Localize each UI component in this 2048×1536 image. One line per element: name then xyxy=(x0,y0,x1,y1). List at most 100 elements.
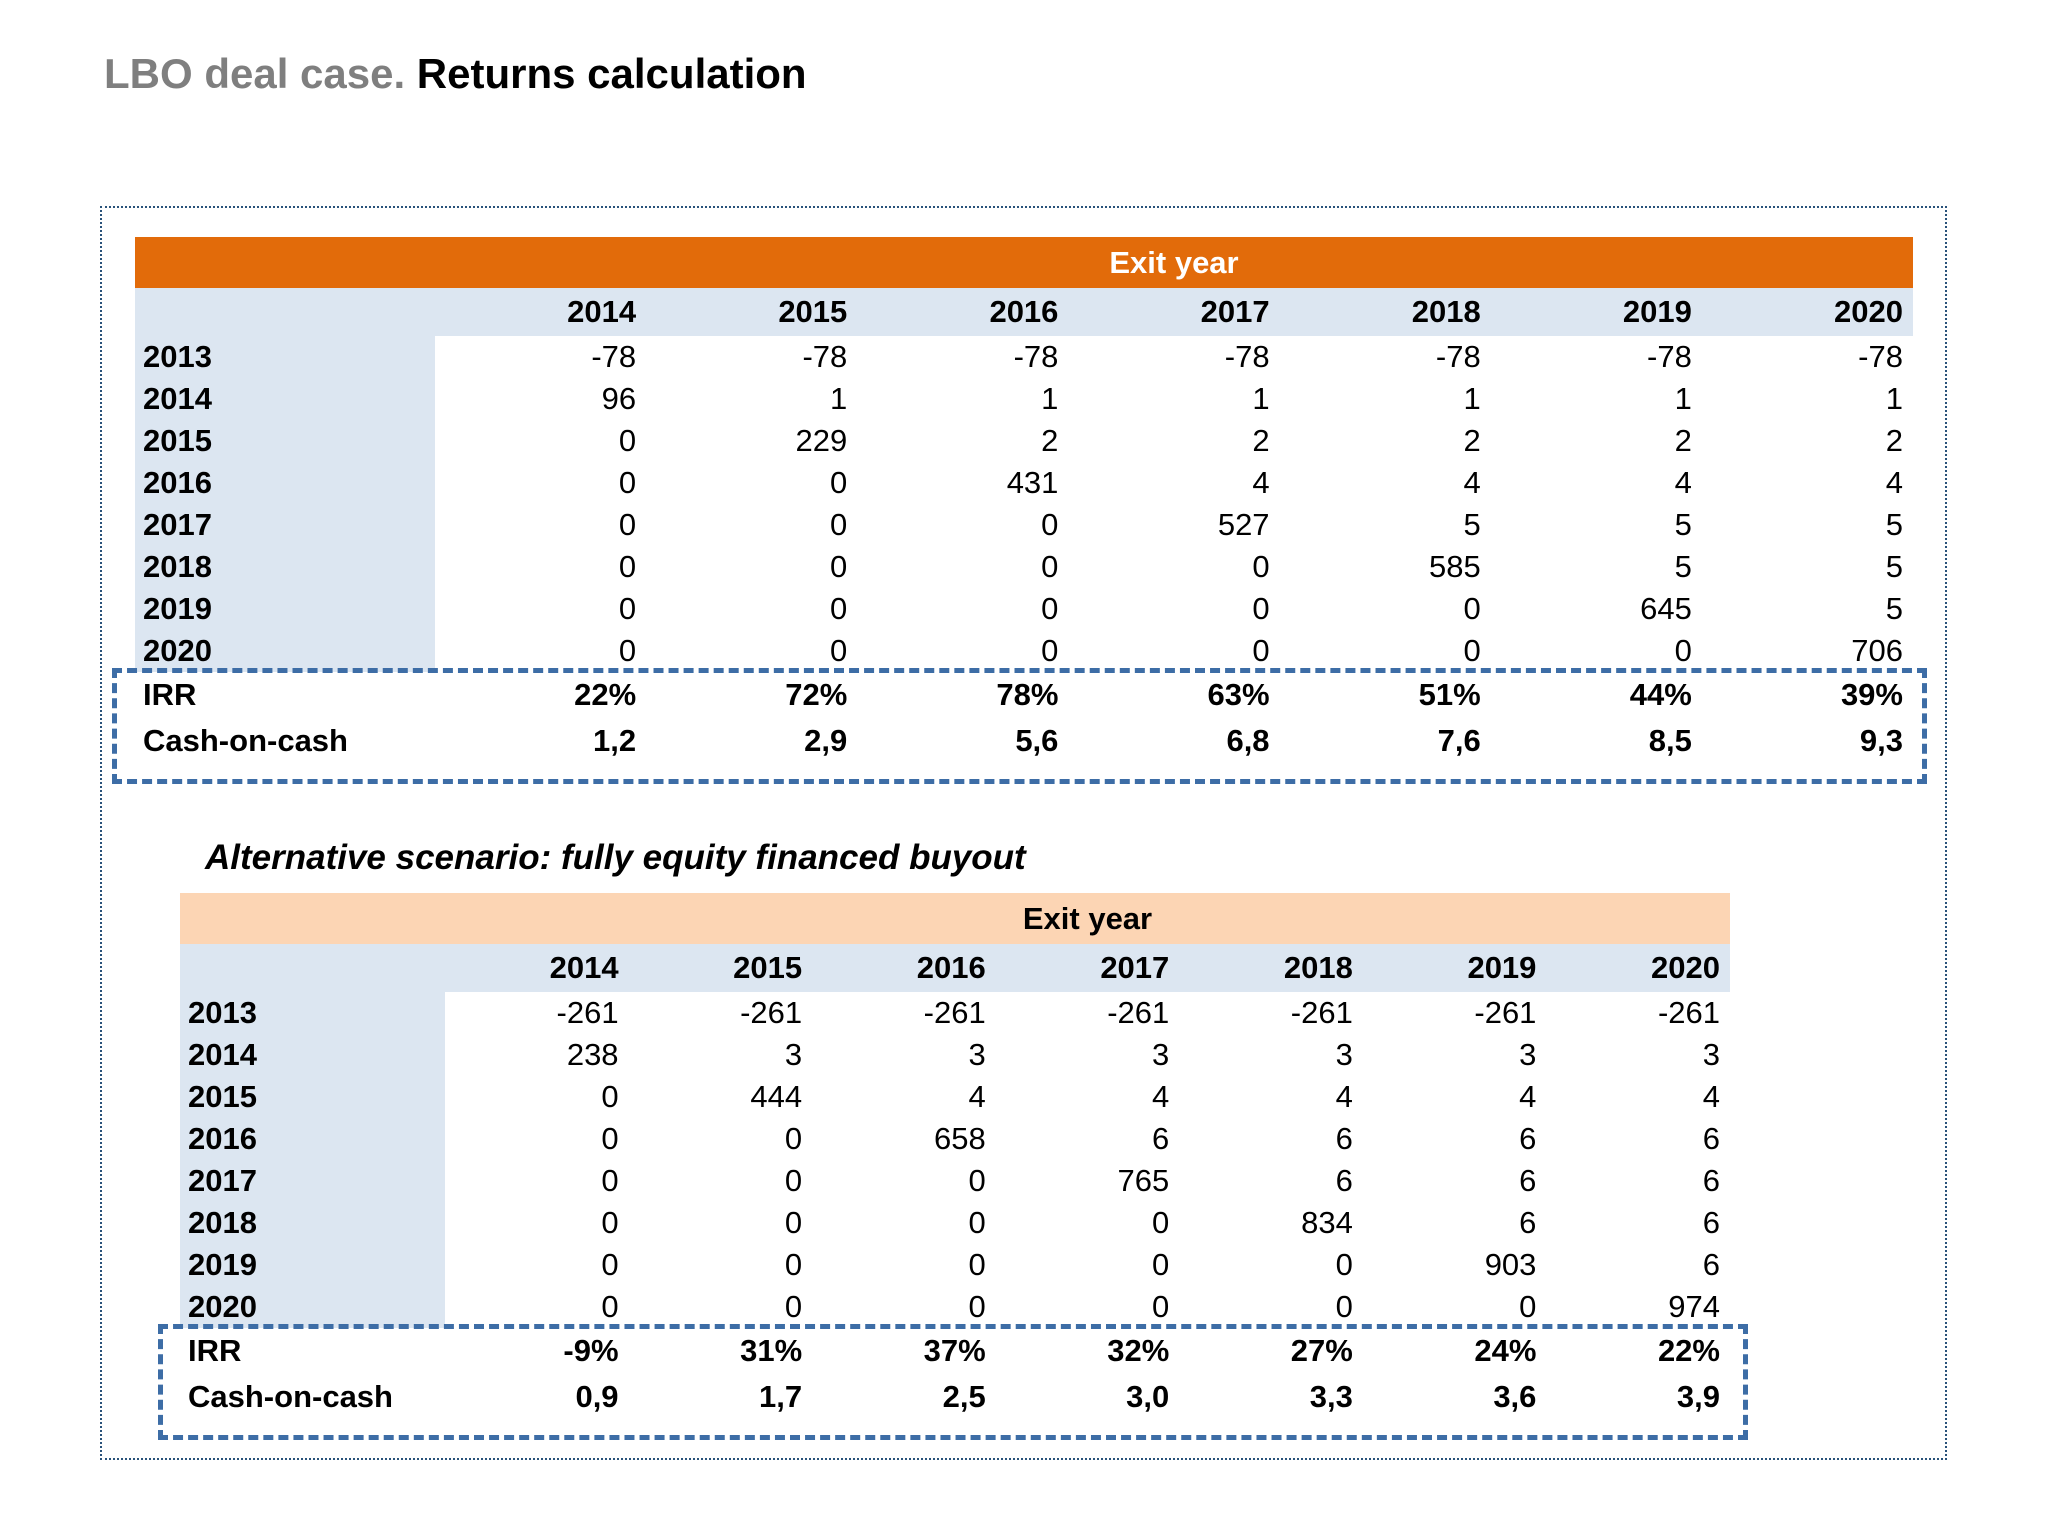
row-label: 2020 xyxy=(180,1286,445,1328)
value-cell: 0 xyxy=(618,507,637,542)
value-cell: 834 xyxy=(1301,1205,1353,1240)
value-cell: 0 xyxy=(968,1247,986,1282)
lbo-returns-table: Exit year 2014 2015 2016 2017 2018 2019 2020 20… xyxy=(135,237,1913,764)
row-label: 2018 xyxy=(135,546,435,588)
value-cell: 0 xyxy=(784,1163,803,1198)
value-cell: 6 xyxy=(1519,1163,1537,1198)
value-cell: 0 xyxy=(601,1289,619,1324)
value-cell: 4 xyxy=(1674,465,1692,500)
value-cell: 765 xyxy=(1117,1163,1170,1198)
row-label: 2013 xyxy=(135,336,435,378)
value-cell: 0 xyxy=(830,633,848,668)
year-column-header: 2020 xyxy=(1546,944,1730,992)
value-cell: 0 xyxy=(1252,633,1270,668)
summary-value-cell: 63% xyxy=(1207,677,1270,712)
value-cell: 0 xyxy=(618,423,637,458)
exit-year-label: Exit year xyxy=(1109,245,1239,280)
year-column-header: 2014 xyxy=(445,944,629,992)
value-cell: 0 xyxy=(1041,507,1059,542)
value-cell: 5 xyxy=(1463,507,1481,542)
value-cell: 0 xyxy=(1152,1247,1170,1282)
year-column-header: 2017 xyxy=(1068,288,1280,336)
summary-value-cell: 39% xyxy=(1840,677,1903,712)
value-cell: 1 xyxy=(1252,381,1270,416)
value-cell: 6 xyxy=(1702,1121,1720,1156)
year-column-header: 2014 xyxy=(435,288,647,336)
value-cell: 658 xyxy=(933,1121,986,1156)
value-cell: 0 xyxy=(830,507,848,542)
value-cell: 0 xyxy=(618,549,637,584)
value-cell: 0 xyxy=(830,465,848,500)
page-title-prefix: LBO deal case. xyxy=(104,50,406,97)
value-cell: 3 xyxy=(1335,1037,1353,1072)
value-cell: 4 xyxy=(1702,1079,1720,1114)
value-cell: 3 xyxy=(1152,1037,1170,1072)
summary-row-label: Cash-on-cash xyxy=(143,723,348,758)
summary-value-cell: 3,6 xyxy=(1493,1379,1537,1414)
summary-value-cell: 1,2 xyxy=(593,723,637,758)
row-label: 2020 xyxy=(135,630,435,672)
value-cell: 431 xyxy=(1006,465,1059,500)
equity-returns-table: Exit year 2014 2015 2016 2017 2018 2019 2020 20… xyxy=(180,893,1730,1420)
summary-row-label: Cash-on-cash xyxy=(188,1379,393,1414)
equity-returns-grid: 2014 2015 2016 2017 2018 2019 2020 2013 -261 -261… xyxy=(180,944,1730,1420)
value-cell: 6 xyxy=(1702,1247,1720,1282)
summary-value-cell: 3,3 xyxy=(1309,1379,1353,1414)
value-cell: 0 xyxy=(1463,633,1481,668)
value-cell: 0 xyxy=(1041,591,1059,626)
value-cell: 6 xyxy=(1702,1205,1720,1240)
summary-row-label: IRR xyxy=(143,677,197,712)
value-cell: -261 xyxy=(556,995,619,1030)
exit-year-header-bar-2: Exit year xyxy=(180,893,1730,944)
value-cell: 527 xyxy=(1217,507,1270,542)
value-cell: 3 xyxy=(784,1037,803,1072)
value-cell: 3 xyxy=(1702,1037,1720,1072)
value-cell: 4 xyxy=(968,1079,986,1114)
year-column-header: 2015 xyxy=(628,944,813,992)
row-label: 2015 xyxy=(135,420,435,462)
alternative-scenario-title: Alternative scenario: fully equity finan… xyxy=(205,838,1026,877)
value-cell: -78 xyxy=(1435,339,1481,374)
value-cell: 0 xyxy=(1152,1289,1170,1324)
value-cell: 444 xyxy=(750,1079,803,1114)
year-column-header: 2016 xyxy=(857,288,1069,336)
value-cell: -261 xyxy=(740,995,803,1030)
slide-content-border xyxy=(100,206,1947,1460)
year-column-header: 2015 xyxy=(646,288,858,336)
value-cell: 0 xyxy=(784,1247,803,1282)
summary-value-cell: 0,9 xyxy=(575,1379,619,1414)
value-cell: 706 xyxy=(1851,633,1903,668)
value-cell: 2 xyxy=(1674,423,1692,458)
value-cell: 585 xyxy=(1428,549,1481,584)
value-cell: 0 xyxy=(1674,633,1692,668)
summary-value-cell: 2,5 xyxy=(942,1379,986,1414)
value-cell: 0 xyxy=(601,1163,619,1198)
value-cell: -261 xyxy=(923,995,986,1030)
corner-cell xyxy=(180,944,445,992)
year-column-header: 2018 xyxy=(1179,944,1363,992)
value-cell: 6 xyxy=(1335,1121,1353,1156)
irr-highlight-box xyxy=(112,668,1927,784)
value-cell: -78 xyxy=(591,339,637,374)
value-cell: 0 xyxy=(1152,1205,1170,1240)
value-cell: 4 xyxy=(1463,465,1481,500)
summary-value-cell: 3,9 xyxy=(1676,1379,1720,1414)
row-label: 2019 xyxy=(180,1244,445,1286)
summary-value-cell: 37% xyxy=(923,1333,986,1368)
value-cell: 903 xyxy=(1484,1247,1537,1282)
value-cell: 6 xyxy=(1519,1205,1537,1240)
value-cell: 0 xyxy=(618,465,637,500)
value-cell: 0 xyxy=(784,1121,803,1156)
value-cell: 6 xyxy=(1335,1163,1353,1198)
page-title-main: Returns calculation xyxy=(405,50,807,97)
value-cell: 645 xyxy=(1640,591,1692,626)
summary-value-cell: -9% xyxy=(563,1333,619,1368)
value-cell: -78 xyxy=(1013,339,1059,374)
summary-value-cell: 5,6 xyxy=(1015,723,1059,758)
summary-value-cell: 24% xyxy=(1474,1333,1537,1368)
value-cell: 5 xyxy=(1885,549,1903,584)
value-cell: 4 xyxy=(1335,1079,1353,1114)
row-label: 2016 xyxy=(180,1118,445,1160)
value-cell: 0 xyxy=(830,591,848,626)
value-cell: 0 xyxy=(601,1079,619,1114)
